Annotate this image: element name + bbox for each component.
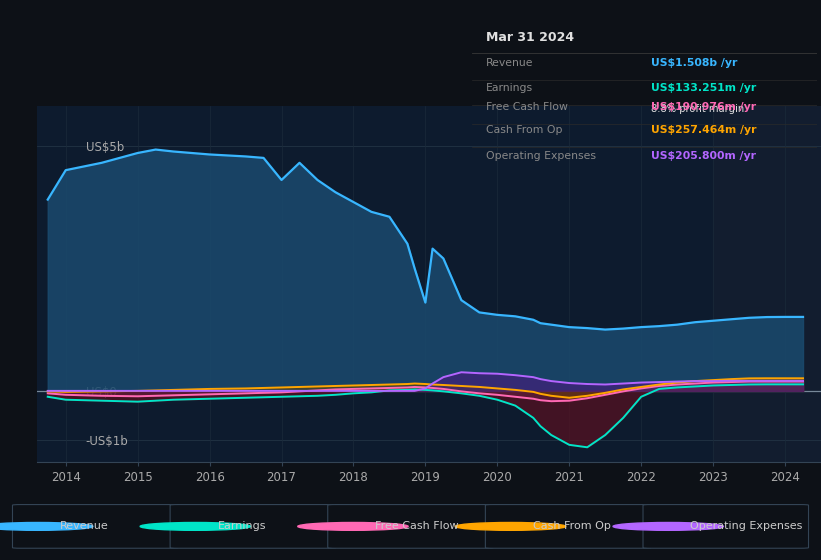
Text: Cash From Op: Cash From Op [533,521,611,531]
Circle shape [298,522,408,530]
FancyBboxPatch shape [12,505,178,548]
FancyBboxPatch shape [328,505,493,548]
FancyBboxPatch shape [643,505,809,548]
Circle shape [0,522,93,530]
Text: US$190.976m /yr: US$190.976m /yr [651,102,756,112]
Text: Earnings: Earnings [486,83,533,94]
Text: 8.8% profit margin: 8.8% profit margin [651,104,745,114]
Text: Revenue: Revenue [60,521,108,531]
Text: US$205.800m /yr: US$205.800m /yr [651,151,756,161]
FancyBboxPatch shape [485,505,651,548]
Text: Cash From Op: Cash From Op [486,125,562,136]
Circle shape [456,522,566,530]
Text: US$133.251m /yr: US$133.251m /yr [651,83,757,94]
Text: Mar 31 2024: Mar 31 2024 [486,31,574,44]
Text: Free Cash Flow: Free Cash Flow [375,521,459,531]
Text: Free Cash Flow: Free Cash Flow [486,102,568,112]
Text: Revenue: Revenue [486,58,534,68]
Bar [713,106,821,462]
Circle shape [140,522,250,530]
Text: US$1.508b /yr: US$1.508b /yr [651,58,738,68]
Text: Earnings: Earnings [218,521,266,531]
Text: Operating Expenses: Operating Expenses [690,521,803,531]
FancyBboxPatch shape [170,505,336,548]
Text: Operating Expenses: Operating Expenses [486,151,596,161]
Text: US$257.464m /yr: US$257.464m /yr [651,125,757,136]
Circle shape [613,522,723,530]
